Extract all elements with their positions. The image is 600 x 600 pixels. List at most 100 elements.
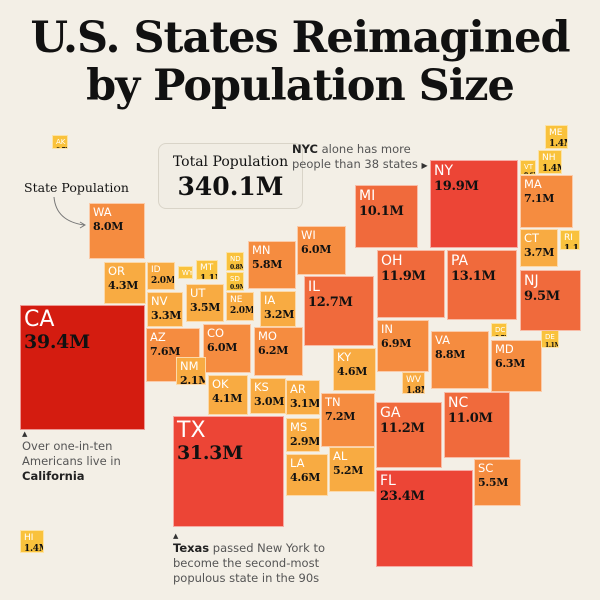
state-nc: NC 11.0M (444, 392, 510, 458)
state-abbr: CA (24, 307, 55, 332)
state-abbr: DC (495, 326, 506, 334)
state-population: 10.1M (359, 204, 404, 219)
state-population: 1.4M (549, 139, 567, 149)
state-population: 3.5M (190, 300, 221, 314)
nyc-note: NYC alone has more people than 38 states… (292, 142, 432, 173)
state-tn: TN 7.2M (321, 393, 375, 447)
ca-note-text: Over one-in-ten Americans live in (22, 439, 121, 468)
state-abbr: VA (435, 333, 450, 347)
state-abbr: MD (495, 342, 514, 356)
state-abbr: LA (290, 456, 305, 470)
state-population: 6.0M (301, 242, 332, 256)
state-mo: MO 6.2M (254, 327, 303, 376)
texas-note: ▲ Texas passed New York to become the se… (173, 532, 333, 586)
curved-arrow-icon (53, 196, 86, 229)
state-ar: AR 3.1M (286, 380, 320, 415)
state-population: 4.6M (290, 470, 321, 484)
state-abbr: WI (301, 228, 316, 242)
state-ny: NY 19.9M (430, 160, 518, 248)
state-hi: HI1.4M (20, 530, 44, 553)
state-abbr: GA (380, 405, 401, 421)
state-ma: MA 7.1M (520, 175, 573, 228)
state-nd: ND0.8M (226, 252, 244, 271)
title-line-2: by Population Size (86, 61, 515, 111)
state-wi: WI 6.0M (297, 226, 346, 275)
state-population: 1.1M (545, 342, 558, 348)
state-nv: NV 3.3M (147, 292, 183, 327)
state-ga: GA 11.2M (376, 402, 442, 468)
nyc-note-text: alone has more people than 38 states (292, 142, 418, 171)
state-md: MD 6.3M (491, 340, 542, 392)
state-abbr: SC (478, 461, 494, 475)
state-abbr: NV (151, 294, 168, 308)
state-abbr: DE (545, 333, 555, 341)
state-population: 39.4M (24, 331, 90, 353)
page-title: U.S. States Reimagined by Population Siz… (0, 14, 600, 110)
state-population: 0.7M (495, 336, 506, 337)
state-abbr: OR (108, 264, 126, 278)
state-population: 2.9M (290, 434, 320, 448)
state-abbr: MT (200, 263, 214, 273)
state-co: CO 6.0M (203, 324, 251, 373)
state-abbr: AL (333, 449, 348, 463)
state-abbr: OK (212, 377, 229, 391)
state-population: 4.6M (337, 364, 368, 378)
state-abbr: PA (451, 253, 469, 269)
state-population: 3.0M (254, 394, 285, 408)
total-label: Total Population (172, 154, 289, 170)
state-abbr: MA (524, 177, 542, 191)
state-population: 2.1M (180, 373, 205, 385)
state-me: ME1.4M (545, 125, 568, 149)
state-abbr: ND (230, 255, 241, 263)
state-abbr: AR (290, 382, 306, 396)
state-population-legend: State Population (24, 180, 129, 195)
state-population: 8.8M (435, 347, 466, 361)
state-abbr: NY (434, 163, 454, 179)
state-population: 4.1M (212, 391, 243, 405)
state-nh: NH1.4M (538, 150, 562, 174)
state-abbr: OH (381, 253, 403, 269)
state-population: 9.5M (524, 289, 560, 304)
state-population: 11.0M (448, 411, 493, 426)
state-mt: MT1.1M (196, 260, 218, 280)
state-population: 31.3M (177, 442, 243, 464)
state-abbr: AK (56, 138, 66, 146)
state-population: 11.9M (381, 269, 426, 284)
state-population: 5.5M (478, 475, 509, 489)
state-wy: WY0.6M (178, 266, 193, 279)
state-de: DE1.1M (541, 330, 559, 348)
state-population: 13.1M (451, 269, 496, 284)
state-abbr: MI (359, 188, 376, 204)
state-abbr: NM (180, 359, 199, 373)
state-population: 4.3M (108, 278, 139, 292)
state-nj: NJ 9.5M (520, 270, 581, 331)
state-abbr: RI (564, 233, 573, 243)
state-population: 11.2M (380, 421, 425, 436)
state-abbr: WV (406, 375, 422, 385)
state-population: 0.7M (56, 148, 67, 149)
state-population: 7.1M (524, 191, 555, 205)
state-population: 1.4M (24, 544, 43, 553)
state-abbr: NE (230, 295, 243, 305)
state-sd: SD0.9M (226, 272, 244, 291)
state-population: 2.0M (151, 276, 175, 286)
state-population: 8.0M (93, 219, 124, 233)
state-ak: AK 0.7M (52, 135, 68, 149)
state-id: ID 2.0M (147, 262, 175, 290)
state-abbr: NH (542, 153, 556, 163)
state-abbr: KS (254, 380, 269, 394)
state-abbr: AZ (150, 330, 166, 344)
state-population: 6.9M (381, 336, 412, 350)
state-abbr: IN (381, 322, 393, 336)
state-in: IN 6.9M (377, 320, 429, 372)
state-ky: KY 4.6M (333, 348, 376, 391)
state-pa: PA 13.1M (447, 250, 517, 320)
tx-note-bold: Texas (173, 541, 210, 555)
state-abbr: CT (524, 231, 540, 245)
state-population: 1.1M (564, 244, 579, 250)
state-nm: NM2.1M (176, 357, 206, 385)
triangle-up-icon: ▲ (173, 532, 179, 540)
state-ia: IA 3.2M (260, 291, 296, 327)
state-ct: CT 3.7M (520, 229, 558, 267)
state-abbr: CO (207, 326, 225, 340)
